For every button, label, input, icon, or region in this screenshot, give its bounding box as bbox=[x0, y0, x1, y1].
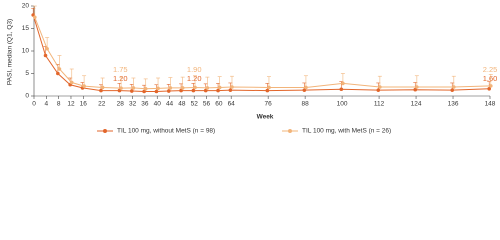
data-point bbox=[193, 85, 197, 90]
x-tick-label: 16 bbox=[80, 101, 88, 108]
x-tick-label: 136 bbox=[448, 101, 459, 108]
x-tick-label: 64 bbox=[228, 101, 236, 108]
x-tick-label: 112 bbox=[374, 101, 385, 108]
data-point bbox=[142, 89, 146, 94]
x-tick-label: 4 bbox=[45, 101, 49, 108]
y-tick-label: 15 bbox=[22, 25, 30, 32]
data-point bbox=[82, 84, 86, 88]
data-point bbox=[100, 85, 105, 90]
value-label: 1.90 bbox=[187, 65, 202, 74]
data-point bbox=[216, 88, 220, 93]
data-point bbox=[143, 87, 148, 91]
data-point bbox=[43, 53, 48, 58]
data-point bbox=[452, 85, 456, 89]
value-label: 2.25 bbox=[483, 65, 498, 74]
data-point bbox=[69, 80, 74, 85]
series-line bbox=[32, 14, 490, 92]
y-tick-label: 5 bbox=[25, 70, 29, 77]
data-point bbox=[56, 71, 60, 76]
data-point bbox=[487, 87, 492, 91]
data-point bbox=[45, 46, 49, 51]
data-point bbox=[179, 88, 183, 93]
data-point bbox=[267, 85, 271, 90]
x-tick-label: 32 bbox=[129, 101, 137, 108]
data-point bbox=[230, 85, 234, 89]
value-label: 1.75 bbox=[113, 65, 128, 74]
data-point bbox=[166, 89, 171, 93]
legend-marker bbox=[103, 129, 107, 133]
data-point bbox=[265, 88, 270, 93]
data-point bbox=[131, 86, 136, 90]
data-point bbox=[154, 89, 159, 94]
x-tick-label: 36 bbox=[141, 101, 149, 108]
data-point bbox=[99, 88, 103, 93]
x-tick-label: 48 bbox=[178, 101, 186, 108]
data-point bbox=[180, 86, 185, 90]
x-tick-label: 0 bbox=[32, 101, 36, 108]
data-point bbox=[217, 85, 222, 90]
x-tick-label: 44 bbox=[166, 101, 174, 108]
data-point bbox=[156, 86, 160, 91]
x-tick-label: 40 bbox=[154, 101, 162, 108]
legend-label: TIL 100 mg, with MetS (n = 26) bbox=[302, 128, 391, 135]
x-tick-label: 60 bbox=[215, 101, 223, 108]
data-point bbox=[33, 15, 37, 20]
x-axis-label: Week bbox=[257, 114, 274, 121]
x-tick-label: 76 bbox=[265, 101, 273, 108]
value-label: 1.60 bbox=[483, 74, 498, 83]
data-point bbox=[119, 86, 123, 90]
x-tick-label: 52 bbox=[191, 101, 199, 108]
x-tick-label: 12 bbox=[67, 101, 75, 108]
x-tick-label: 148 bbox=[485, 101, 496, 108]
y-tick-label: 0 bbox=[25, 93, 29, 100]
x-tick-label: 8 bbox=[57, 101, 61, 108]
data-point bbox=[489, 84, 493, 88]
data-point bbox=[168, 86, 173, 90]
data-point bbox=[57, 67, 62, 71]
legend-marker bbox=[288, 129, 292, 133]
value-label: 1.20 bbox=[187, 74, 202, 83]
data-point bbox=[205, 86, 210, 90]
data-point bbox=[378, 85, 382, 89]
data-point bbox=[339, 87, 344, 92]
data-point bbox=[450, 88, 455, 92]
x-tick-label: 56 bbox=[203, 101, 211, 108]
y-tick-label: 20 bbox=[22, 3, 30, 10]
data-point bbox=[341, 81, 345, 86]
x-tick-label: 28 bbox=[117, 101, 125, 108]
y-axis-label: PASI, median (Q1, Q3) bbox=[7, 19, 14, 85]
x-tick-label: 88 bbox=[302, 101, 310, 108]
legend-label: TIL 100 mg, without MetS (n = 98) bbox=[117, 128, 215, 135]
y-tick-label: 10 bbox=[22, 48, 30, 55]
x-tick-label: 100 bbox=[337, 101, 348, 108]
data-point bbox=[376, 88, 381, 92]
data-point bbox=[203, 88, 208, 93]
data-point bbox=[228, 88, 233, 92]
data-point bbox=[413, 87, 418, 92]
data-point bbox=[415, 85, 419, 89]
x-tick-label: 22 bbox=[98, 101, 106, 108]
data-point bbox=[129, 89, 134, 93]
value-label: 1.20 bbox=[113, 74, 128, 83]
x-tick-label: 124 bbox=[411, 101, 422, 108]
data-point bbox=[304, 85, 308, 90]
data-point bbox=[191, 88, 196, 93]
data-point bbox=[302, 88, 307, 92]
